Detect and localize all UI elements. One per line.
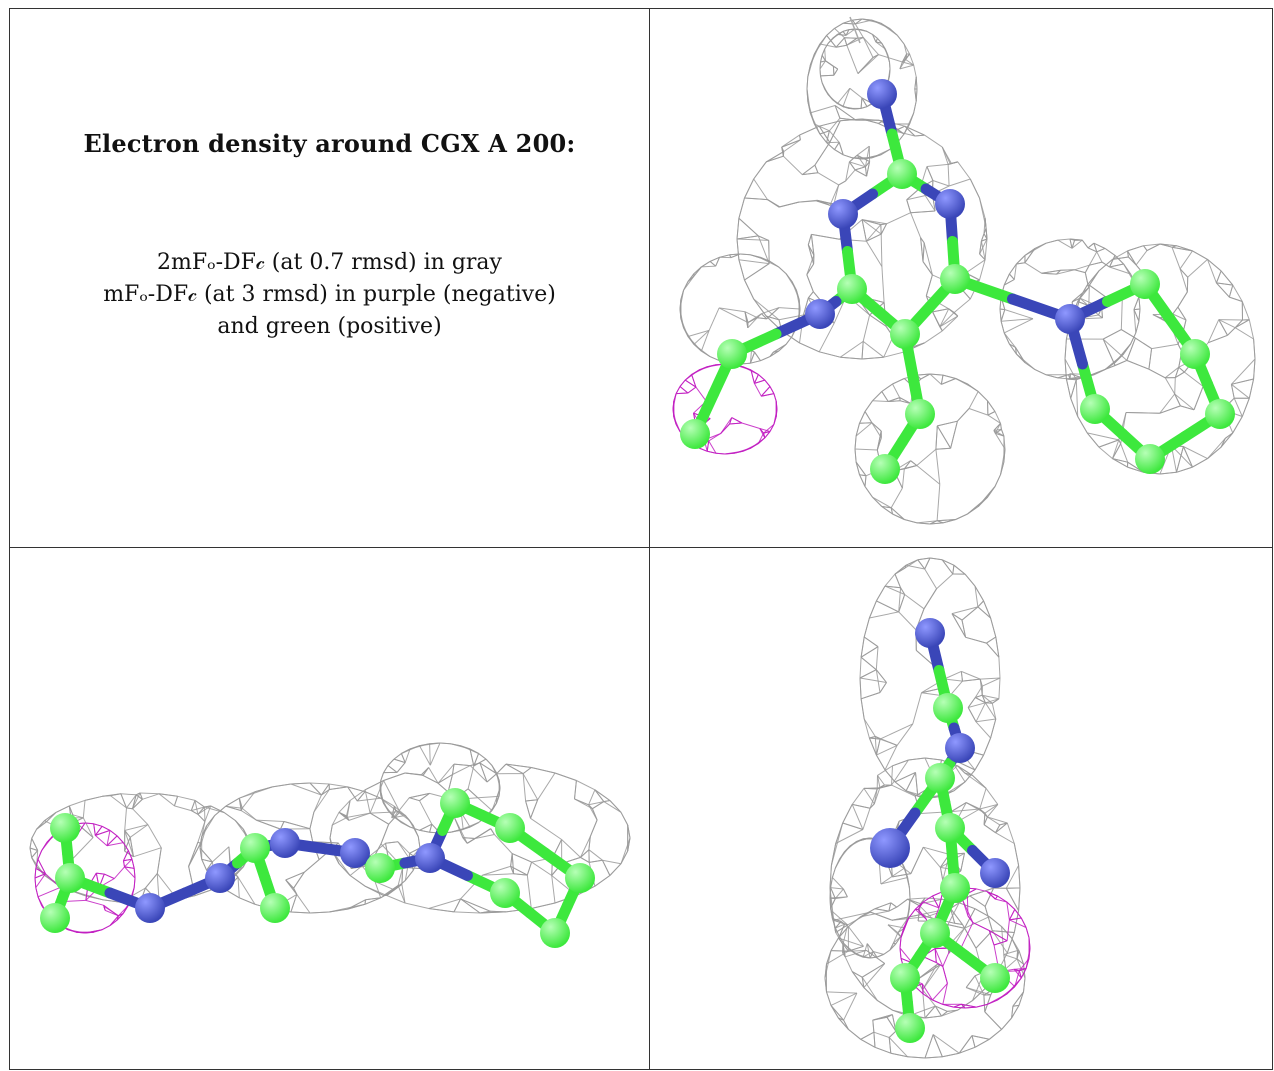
nitrogen-atom: [1055, 304, 1085, 334]
density-view-end: [650, 548, 1272, 1069]
carbon-atom: [895, 1013, 925, 1043]
ligand-ball-and-stick-top: [680, 79, 1235, 484]
carbon-atom: [980, 963, 1010, 993]
carbon-atom: [940, 264, 970, 294]
carbon-atom: [905, 399, 935, 429]
table-border-left: [9, 8, 10, 1070]
ligand-density-image-end: [824, 557, 1031, 1059]
ligand-ball-and-stick-side: [40, 788, 595, 948]
table-border-top: [9, 8, 1273, 9]
nitrogen-atom: [828, 199, 858, 229]
carbon-atom: [1130, 269, 1160, 299]
caption-line-2fofc: 2mFₒ-DF𝒸 (at 0.7 rmsd) in gray: [157, 250, 502, 275]
carbon-atom: [887, 159, 917, 189]
carbon-atom: [920, 918, 950, 948]
carbon-atom: [240, 833, 270, 863]
nitrogen-atom: [415, 843, 445, 873]
nitrogen-atom: [867, 79, 897, 109]
carbon-atom: [933, 693, 963, 723]
carbon-atom: [40, 903, 70, 933]
density-view-top: [650, 9, 1272, 547]
carbon-atom: [1135, 444, 1165, 474]
carbon-atom: [440, 788, 470, 818]
caption-line-fofc: mFₒ-DF𝒸 (at 3 rmsd) in purple (negative): [103, 282, 556, 307]
nitrogen-atom: [340, 838, 370, 868]
nitrogen-atom: [980, 858, 1010, 888]
nitrogen-atom: [935, 189, 965, 219]
carbon-atom: [490, 878, 520, 908]
carbon-atom: [935, 813, 965, 843]
carbon-atom: [680, 419, 710, 449]
caption-line-fofc-cont: and green (positive): [217, 314, 442, 339]
carbon-atom: [1205, 399, 1235, 429]
ligand-ball-and-stick-end: [870, 618, 1010, 1043]
density-mesh-2fofc: [29, 742, 631, 914]
carbon-atom: [940, 873, 970, 903]
carbon-atom: [565, 863, 595, 893]
carbon-atom: [1080, 394, 1110, 424]
carbon-atom: [495, 813, 525, 843]
caption-cell: Electron density around CGX A 200: 2mFₒ-…: [10, 9, 649, 547]
density-mesh-2fofc: [679, 18, 1256, 525]
ligand-density-image-top: [672, 16, 1256, 525]
nitrogen-atom: [870, 828, 910, 868]
table-border-middle: [9, 547, 1273, 548]
carbon-atom: [837, 274, 867, 304]
carbon-atom: [260, 893, 290, 923]
nitrogen-atom: [915, 618, 945, 648]
carbon-atom: [365, 853, 395, 883]
caption-title: Electron density around CGX A 200:: [83, 129, 576, 158]
nitrogen-atom: [270, 828, 300, 858]
table-border-bottom: [9, 1069, 1273, 1070]
carbon-atom: [540, 918, 570, 948]
figure-table: Electron density around CGX A 200: 2mFₒ-…: [9, 8, 1273, 1070]
carbon-atom: [50, 813, 80, 843]
density-view-side: [10, 548, 649, 1069]
carbon-atom: [925, 763, 955, 793]
nitrogen-atom: [135, 893, 165, 923]
carbon-atom: [1180, 339, 1210, 369]
ligand-density-image-side: [29, 742, 631, 948]
carbon-atom: [717, 339, 747, 369]
carbon-atom: [890, 319, 920, 349]
nitrogen-atom: [205, 863, 235, 893]
carbon-atom: [890, 963, 920, 993]
nitrogen-atom: [805, 299, 835, 329]
caption-body: 2mFₒ-DF𝒸 (at 0.7 rmsd) in gray mFₒ-DF𝒸 (…: [10, 247, 649, 343]
table-border-center: [649, 8, 650, 1070]
nitrogen-atom: [945, 733, 975, 763]
carbon-atom: [870, 454, 900, 484]
table-border-right: [1272, 8, 1273, 1070]
carbon-atom: [55, 863, 85, 893]
